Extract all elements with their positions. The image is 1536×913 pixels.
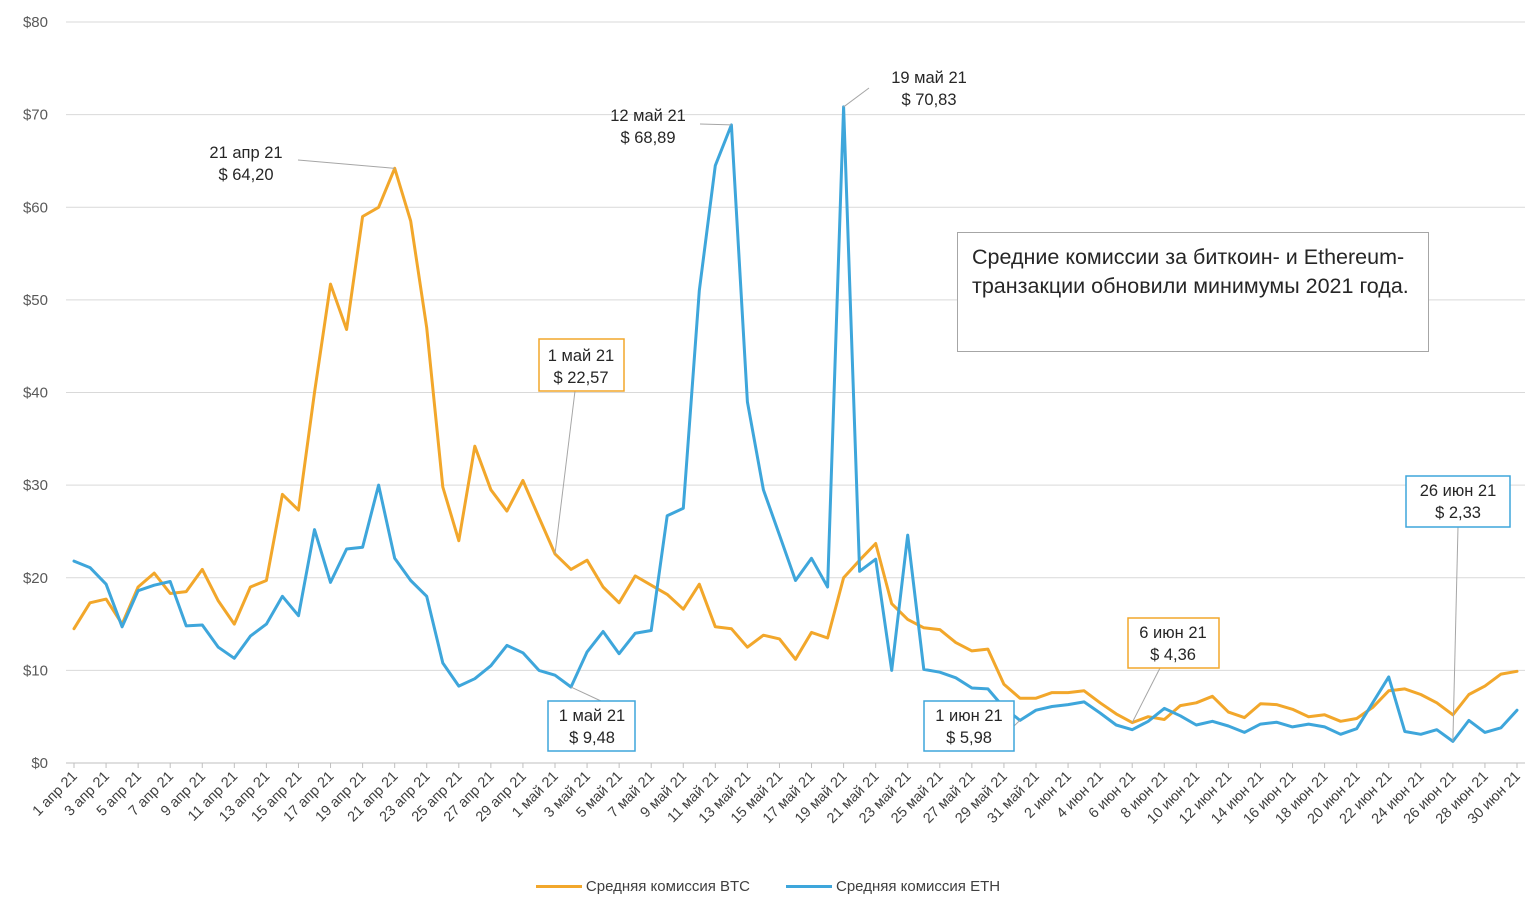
annotation-date: 21 апр 21	[209, 144, 282, 162]
annotation-box	[538, 338, 625, 392]
annotation-value: $ 70,83	[901, 91, 956, 109]
y-tick-label: $60	[23, 199, 48, 216]
legend-label-eth: Средняя комиссия ETH	[836, 877, 1001, 895]
y-tick-label: $10	[23, 662, 48, 679]
annotation-date: 1 май 21	[559, 707, 625, 725]
y-tick-label: $40	[23, 385, 48, 402]
annotation-leader	[1131, 667, 1161, 723]
eth-fee-line	[72, 105, 1519, 743]
annotation-value: $ 4,36	[1150, 646, 1196, 664]
chart-note: Средние комиссии за биткоин- и Ethereum-…	[957, 232, 1429, 352]
btc-fee-line	[72, 166, 1519, 725]
annotation-box	[923, 700, 1015, 752]
annotation-date: 26 июн 21	[1420, 482, 1497, 500]
annotation-box	[1405, 475, 1511, 528]
annotation-box	[1127, 617, 1220, 669]
annotation-date: 6 июн 21	[1139, 624, 1206, 642]
y-tick-label: $80	[23, 14, 48, 31]
series-lines	[72, 105, 1519, 743]
legend-swatch-btc	[535, 884, 582, 888]
note-text: Средние комиссии за биткоин- и Ethereum-…	[972, 245, 1409, 298]
annotation-leader	[570, 686, 602, 702]
legend-swatch-eth	[786, 884, 832, 888]
legend-item-btc[interactable]: Средняя комиссия BTC	[535, 877, 750, 895]
legend-item-eth[interactable]: Средняя комиссия ETH	[786, 878, 1000, 895]
annotation-date: 1 май 21	[548, 347, 614, 365]
y-tick-label: $0	[31, 755, 48, 772]
annotation-leader	[297, 159, 395, 169]
legend-label-btc: Средняя комиссия BTC	[585, 877, 750, 895]
annotation-box	[547, 700, 636, 752]
annotation-leader	[699, 123, 732, 126]
legend: Средняя комиссия BTC Средняя комиссия ET…	[0, 872, 1536, 900]
y-tick-label: $30	[23, 477, 48, 494]
annotation-value: $ 22,57	[553, 369, 608, 387]
annotation-date: 12 май 21	[610, 107, 686, 125]
annotation-leader	[554, 390, 576, 555]
annotation-leader	[1452, 526, 1459, 742]
annotation-value: $ 5,98	[946, 729, 992, 747]
annotation-value: $ 9,48	[569, 729, 615, 747]
x-axis: 1 апр 213 апр 215 апр 217 апр 219 апр 21…	[30, 763, 1524, 827]
annotation-leader	[843, 87, 870, 108]
annotation-value: $ 2,33	[1435, 504, 1481, 522]
annotation-leader	[1013, 720, 1021, 727]
y-tick-label: $50	[23, 292, 48, 309]
annotation-date: 19 май 21	[891, 69, 967, 87]
annotation-value: $ 68,89	[620, 129, 675, 147]
annotation-value: $ 64,20	[218, 166, 273, 184]
y-tick-label: $20	[23, 570, 48, 587]
annotation-date: 1 июн 21	[935, 707, 1002, 725]
annotations: 21 апр 21 $ 64,20 12 май 21 $ 68,89 19 май 2…	[209, 69, 1511, 752]
gridlines	[66, 21, 1525, 764]
y-axis: $0 $10 $20 $30 $40 $50 $60 $70 $80	[23, 14, 48, 772]
y-tick-label: $70	[23, 107, 48, 124]
